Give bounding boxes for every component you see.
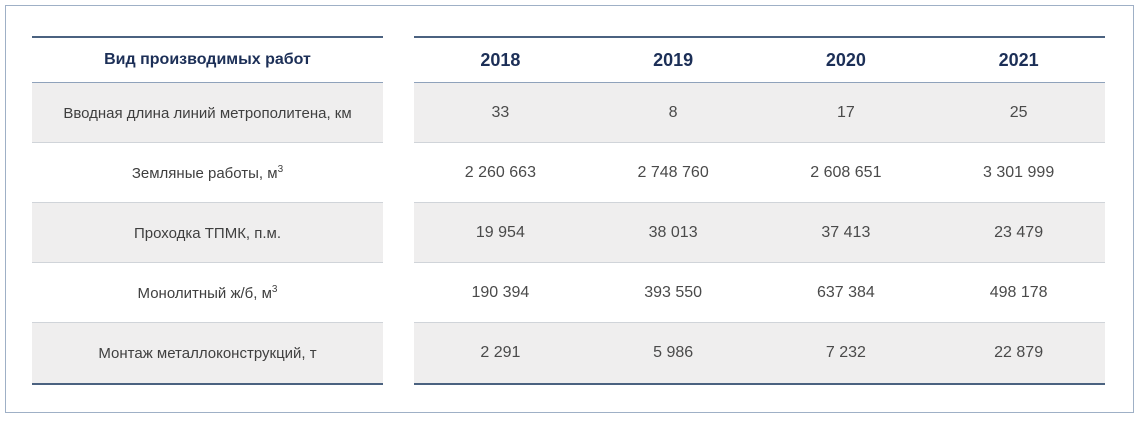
row-label: Монолитный ж/б, м3 [137, 283, 278, 302]
row-label: Монтаж металлоконструкций, т [98, 345, 317, 362]
bottom-rule [414, 383, 1105, 385]
table-cell: 5 986 [653, 344, 694, 361]
header-label: Вид производимых работ [104, 51, 311, 68]
table-cell: 37 413 [821, 223, 871, 241]
table-row: Земляные работы, м3 [32, 143, 383, 203]
row-label: Земляные работы, м3 [131, 163, 284, 182]
table-cell: 23 479 [994, 223, 1044, 241]
year-header: 2021 [998, 49, 1039, 70]
header-row: 2018 2019 2020 2021 [414, 38, 1105, 82]
table-cell: 7 232 [825, 344, 866, 361]
table-row: 33 8 17 25 [414, 83, 1105, 143]
table-cell: 8 [668, 103, 678, 121]
table-cell: 33 [491, 103, 510, 121]
year-header: 2018 [480, 49, 521, 70]
table-cell: 17 [836, 103, 855, 121]
table-cell: 19 954 [475, 223, 525, 241]
table-cell: 393 550 [644, 283, 703, 301]
table-cell: 190 394 [471, 283, 530, 301]
table-cell: 2 608 651 [810, 163, 882, 181]
table-cell: 498 178 [989, 283, 1048, 301]
header-rule [414, 82, 1105, 83]
table-cell: 2 260 663 [464, 163, 536, 181]
table-row: Монолитный ж/б, м3 [32, 263, 383, 323]
table-row: Вводная длина линий метрополитена, км [32, 83, 383, 143]
year-header: 2019 [653, 49, 694, 70]
table-cell: 38 013 [648, 223, 698, 241]
header-rule [32, 82, 383, 83]
table-cell: 637 384 [816, 283, 875, 301]
label-column: Вид производимых работ Вводная длина лин… [32, 36, 383, 385]
table-row: Проходка ТПМК, п.м. [32, 203, 383, 263]
table-cell: 3 301 999 [983, 163, 1055, 181]
bottom-rule [32, 383, 383, 385]
row-label: Проходка ТПМК, п.м. [133, 224, 282, 242]
header-row: Вид производимых работ [32, 38, 383, 82]
values-column: 2018 2019 2020 2021 33 8 17 25 2 260 663… [414, 36, 1105, 385]
top-rule [414, 36, 1105, 38]
table-cell: 25 [1009, 103, 1028, 121]
table-row: Монтаж металлоконструкций, т [32, 323, 383, 383]
table-row: 190 394 393 550 637 384 498 178 [414, 263, 1105, 323]
row-label: Вводная длина линий метрополитена, км [63, 104, 352, 122]
table-cell: 2 748 760 [637, 163, 709, 181]
table-cell: 22 879 [994, 344, 1044, 361]
table-row: 2 291 5 986 7 232 22 879 [414, 323, 1105, 383]
table-row: 2 260 663 2 748 760 2 608 651 3 301 999 [414, 143, 1105, 203]
year-header: 2020 [825, 49, 866, 70]
table-row: 19 954 38 013 37 413 23 479 [414, 203, 1105, 263]
table-cell: 2 291 [480, 344, 521, 361]
top-rule [32, 36, 383, 38]
